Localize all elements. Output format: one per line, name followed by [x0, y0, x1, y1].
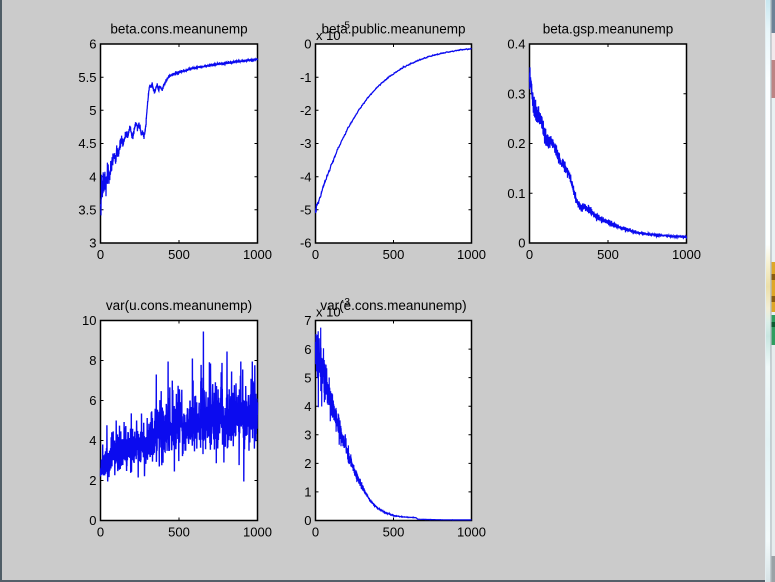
svg-text:6: 6 — [304, 342, 311, 357]
svg-text:500: 500 — [383, 525, 405, 540]
svg-text:0: 0 — [312, 247, 319, 262]
svg-text:-1: -1 — [300, 70, 312, 85]
svg-text:5: 5 — [89, 103, 96, 118]
svg-text:5: 5 — [304, 370, 311, 385]
svg-text:-6: -6 — [300, 236, 312, 251]
svg-text:0: 0 — [89, 513, 96, 528]
svg-text:1: 1 — [304, 485, 311, 500]
svg-text:0: 0 — [526, 247, 533, 262]
svg-text:6: 6 — [89, 393, 96, 408]
svg-text:8: 8 — [89, 353, 96, 368]
svg-text:1000: 1000 — [457, 525, 486, 540]
svg-text:x 10: x 10 — [316, 305, 341, 320]
svg-text:beta.public.meanunemp: beta.public.meanunemp — [321, 22, 465, 37]
svg-text:6: 6 — [89, 37, 96, 52]
svg-text:0.4: 0.4 — [507, 37, 525, 52]
svg-text:1000: 1000 — [243, 247, 272, 262]
svg-text:beta.cons.meanunemp: beta.cons.meanunemp — [110, 22, 247, 37]
svg-text:500: 500 — [168, 525, 190, 540]
svg-text:10: 10 — [82, 313, 96, 328]
svg-text:-2: -2 — [300, 103, 312, 118]
svg-text:1000: 1000 — [457, 247, 486, 262]
svg-text:0: 0 — [97, 525, 104, 540]
svg-text:500: 500 — [597, 247, 619, 262]
svg-text:0: 0 — [97, 247, 104, 262]
svg-text:-3: -3 — [300, 136, 312, 151]
svg-text:var(e.cons.meanunemp): var(e.cons.meanunemp) — [320, 298, 466, 313]
svg-text:500: 500 — [383, 247, 405, 262]
svg-text:5.5: 5.5 — [78, 70, 96, 85]
svg-text:3.5: 3.5 — [78, 203, 96, 218]
svg-text:2: 2 — [304, 456, 311, 471]
svg-text:-4: -4 — [300, 169, 312, 184]
svg-text:2: 2 — [89, 473, 96, 488]
svg-text:3: 3 — [304, 428, 311, 443]
svg-text:beta.gsp.meanunemp: beta.gsp.meanunemp — [543, 22, 674, 37]
svg-text:-5: -5 — [341, 21, 350, 32]
svg-text:4: 4 — [89, 169, 96, 184]
svg-text:0.3: 0.3 — [507, 87, 525, 102]
svg-text:4: 4 — [304, 399, 311, 414]
svg-text:1000: 1000 — [243, 525, 272, 540]
svg-text:x 10: x 10 — [316, 28, 341, 43]
svg-text:4.5: 4.5 — [78, 136, 96, 151]
svg-text:0: 0 — [312, 525, 319, 540]
svg-text:var(u.cons.meanunemp): var(u.cons.meanunemp) — [106, 298, 252, 313]
svg-text:1000: 1000 — [672, 247, 701, 262]
svg-text:0: 0 — [304, 37, 311, 52]
svg-text:0: 0 — [304, 513, 311, 528]
svg-text:4: 4 — [89, 433, 96, 448]
svg-text:3: 3 — [89, 236, 96, 251]
svg-text:0.2: 0.2 — [507, 136, 525, 151]
svg-text:-5: -5 — [300, 203, 312, 218]
svg-text:0.1: 0.1 — [507, 186, 525, 201]
svg-text:7: 7 — [304, 313, 311, 328]
svg-text:-3: -3 — [341, 297, 350, 308]
svg-text:500: 500 — [168, 247, 190, 262]
svg-text:0: 0 — [518, 236, 525, 251]
